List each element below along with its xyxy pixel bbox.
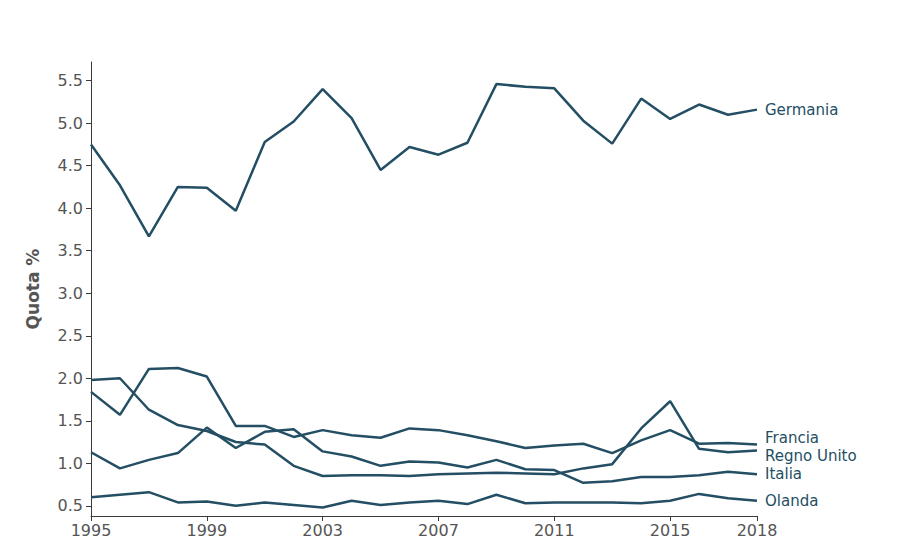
svg-text:Germania: Germania (765, 101, 838, 119)
svg-text:4.0: 4.0 (58, 199, 83, 218)
svg-text:2.0: 2.0 (58, 369, 83, 388)
svg-text:Francia: Francia (765, 429, 819, 447)
svg-text:0.5: 0.5 (58, 496, 83, 515)
svg-text:Quota %: Quota % (23, 249, 43, 330)
svg-text:2015: 2015 (650, 521, 691, 540)
svg-text:Italia: Italia (765, 465, 802, 483)
svg-text:1999: 1999 (186, 521, 227, 540)
svg-text:5.5: 5.5 (58, 71, 83, 90)
svg-text:3.5: 3.5 (58, 241, 83, 260)
svg-text:3.0: 3.0 (58, 284, 83, 303)
svg-text:2007: 2007 (418, 521, 459, 540)
svg-text:Olanda: Olanda (765, 492, 818, 510)
svg-text:2011: 2011 (534, 521, 575, 540)
svg-text:2018: 2018 (737, 521, 778, 540)
svg-text:1.5: 1.5 (58, 411, 83, 430)
svg-text:2.5: 2.5 (58, 326, 83, 345)
svg-text:Regno Unito: Regno Unito (765, 447, 857, 465)
svg-text:4.5: 4.5 (58, 156, 83, 175)
svg-text:5.0: 5.0 (58, 114, 83, 133)
svg-text:2003: 2003 (302, 521, 343, 540)
svg-text:1995: 1995 (71, 521, 112, 540)
svg-text:1.0: 1.0 (58, 454, 83, 473)
